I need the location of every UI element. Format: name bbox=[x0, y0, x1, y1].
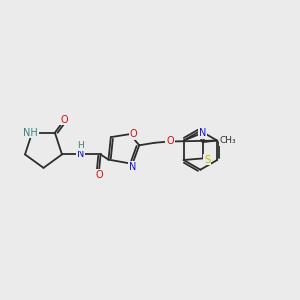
Text: O: O bbox=[130, 129, 137, 139]
Text: CH₃: CH₃ bbox=[220, 136, 236, 145]
Text: N: N bbox=[199, 128, 206, 138]
Text: NH: NH bbox=[23, 128, 38, 138]
Text: N: N bbox=[129, 162, 136, 172]
Text: S: S bbox=[204, 155, 210, 165]
Text: O: O bbox=[95, 169, 103, 179]
Text: H: H bbox=[77, 141, 84, 150]
Text: O: O bbox=[60, 115, 68, 124]
Text: N: N bbox=[76, 149, 84, 159]
Text: O: O bbox=[166, 136, 174, 146]
